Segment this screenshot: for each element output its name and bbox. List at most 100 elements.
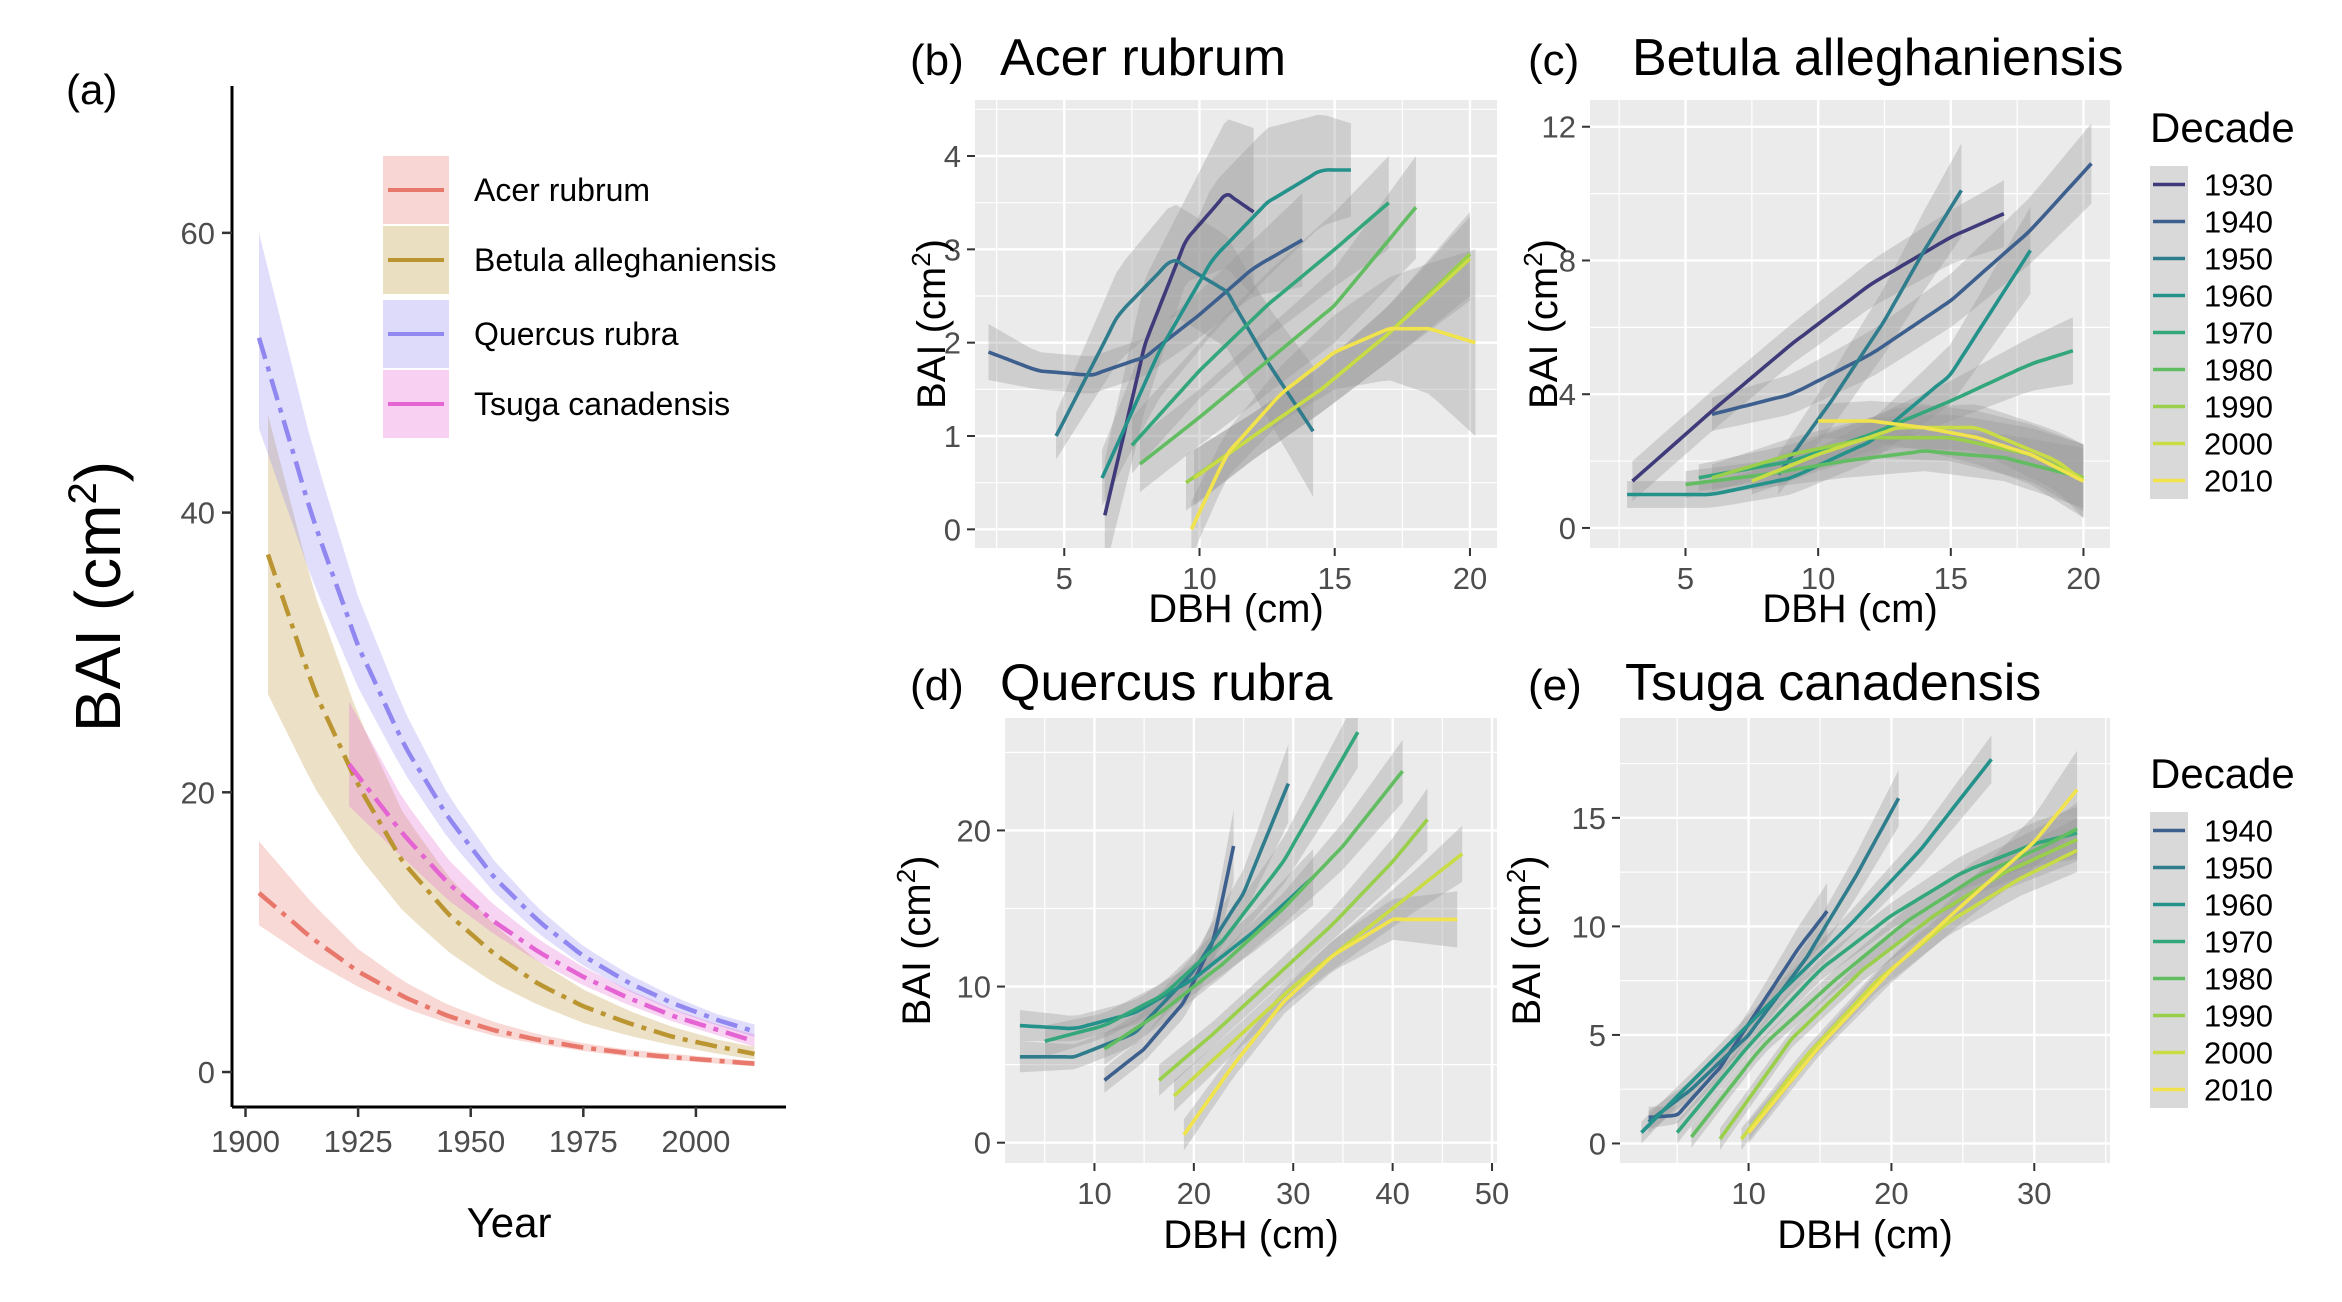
- confidence-band: [988, 193, 1303, 394]
- x-tick-label: 10: [1731, 1176, 1765, 1211]
- series-line-1980: [1103, 769, 1404, 1051]
- legend-label: 1940: [2204, 814, 2273, 849]
- y-axis-label: BAI (cm2): [1501, 855, 1549, 1025]
- y-axis-label-close: ): [895, 855, 939, 868]
- x-axis-label: DBH (cm): [1777, 1213, 1953, 1257]
- plot-area: [1019, 718, 1464, 1151]
- x-tick-label: 10: [1801, 561, 1835, 596]
- series-line-2010: [1818, 419, 2085, 483]
- x-tick-label: 2000: [661, 1124, 730, 1159]
- y-tick-label: 0: [1559, 511, 1576, 546]
- legend-label: 1980: [2204, 962, 2273, 997]
- confidence-band: [268, 414, 755, 1060]
- x-tick-label: 1925: [324, 1124, 393, 1159]
- series-line-1950: [1776, 189, 1963, 476]
- panel-e: (e) Tsuga canadensis 0 5 10 15 10 20 30 DBH (cm) B…: [1501, 654, 2295, 1257]
- confidence-band: [1748, 750, 2078, 1144]
- series-line-1980: [1138, 206, 1418, 466]
- legend-label: 1960: [2204, 279, 2273, 314]
- y-axis-label: BAI (cm2): [61, 461, 134, 732]
- series-line-1990: [1157, 818, 1429, 1082]
- series-line-1980: [1685, 449, 2084, 487]
- y-tick-label: 40: [181, 496, 215, 531]
- panel-b-tag: (b): [910, 36, 964, 85]
- legend-label: 1940: [2204, 205, 2273, 240]
- x-tick-label: 1900: [211, 1124, 280, 1159]
- series-line: [347, 762, 756, 1044]
- legend-label: Acer rubrum: [474, 172, 650, 208]
- confidence-band: [1712, 123, 2092, 432]
- confidence-band: [1019, 849, 1314, 1042]
- y-tick-label: 15: [1572, 801, 1606, 836]
- confidence-band: [1698, 317, 2073, 492]
- panel-e-tag: (e): [1528, 661, 1582, 710]
- y-axis-label-close: ): [1505, 855, 1549, 868]
- x-tick-label: 10: [1182, 561, 1216, 596]
- confidence-band: [259, 232, 755, 1038]
- confidence-band: [349, 701, 755, 1047]
- x-tick-label: 15: [1317, 561, 1351, 596]
- series-line-1940: [1648, 910, 1829, 1120]
- x-tick-label: 20: [1177, 1176, 1211, 1211]
- y-axis-label-close: ): [1522, 239, 1566, 252]
- panel-d: (d) Quercus rubra 0 10 20 10 20 30 40 50 DBH (cm) B…: [891, 654, 1509, 1257]
- series-line-1970: [1698, 348, 2074, 480]
- confidence-band: [1102, 114, 1351, 507]
- legend-label: 1950: [2204, 242, 2273, 277]
- x-tick-label: 20: [1874, 1176, 1908, 1211]
- plot-area: [987, 114, 1476, 548]
- legend-label: 1970: [2204, 925, 2273, 960]
- plot-area: [1627, 123, 2093, 518]
- series-line-1960: [1627, 249, 2032, 497]
- y-tick-label: 20: [957, 813, 991, 848]
- confidence-band: [259, 841, 755, 1067]
- y-axis-label-close: ): [62, 461, 134, 482]
- panel-d-title: Quercus rubra: [1000, 654, 1332, 712]
- confidence-band: [1641, 735, 1992, 1144]
- series-line-1930: [1631, 212, 2005, 483]
- y-tick-label: 4: [1559, 377, 1576, 412]
- y-axis-label: BAI (cm2): [1518, 239, 1566, 409]
- y-axis-label-sup: 2: [1518, 252, 1548, 266]
- panel-e-title: Tsuga canadensis: [1625, 654, 2041, 712]
- y-axis-label-text: BAI (cm: [895, 883, 939, 1025]
- legend-a: Acer rubrum Betula alleghaniensis Quercus …: [383, 156, 776, 438]
- series-line-2010: [1189, 326, 1476, 531]
- series-line-1970: [1675, 831, 2078, 1134]
- y-axis-label-sup: 2: [61, 482, 105, 504]
- panel-b-title: Acer rubrum: [1000, 29, 1286, 87]
- legend-label: 1980: [2204, 353, 2273, 388]
- legend-label: Quercus rubra: [474, 316, 679, 352]
- confidence-band: [1159, 788, 1428, 1096]
- y-tick-label: 12: [1542, 110, 1576, 145]
- confidence-band: [1720, 817, 2078, 1150]
- x-tick-label: 30: [2017, 1176, 2051, 1211]
- x-tick-label: 20: [1453, 561, 1487, 596]
- x-axis-label: DBH (cm): [1148, 587, 1324, 631]
- x-tick-label: 20: [2066, 561, 2100, 596]
- confidence-band: [1183, 891, 1458, 1151]
- y-axis-label: BAI (cm2): [906, 239, 954, 409]
- x-tick-label: 5: [1056, 561, 1073, 596]
- series-line-1940: [987, 238, 1304, 377]
- y-tick-label: 5: [1589, 1018, 1606, 1053]
- y-tick-label: 0: [974, 1126, 991, 1161]
- y-tick-label: 20: [181, 775, 215, 810]
- panel-c: (c) Betula alleghaniensis 0 4 8 12 5 10 15 20 DBH …: [1518, 29, 2295, 631]
- y-tick-label: 10: [1572, 909, 1606, 944]
- x-tick-label: 30: [1276, 1176, 1310, 1211]
- x-axis-label: DBH (cm): [1163, 1213, 1339, 1257]
- legend-label: Betula alleghaniensis: [474, 242, 776, 278]
- legend-title: Decade: [2150, 750, 2295, 797]
- confidence-band: [1778, 143, 1962, 495]
- series-line-1960: [1100, 168, 1351, 479]
- y-tick-label: 8: [1559, 243, 1576, 278]
- legend-key-background: [2150, 812, 2188, 1108]
- series-line: [257, 891, 755, 1066]
- legend-label: 2010: [2204, 1073, 2273, 1108]
- y-axis-label-text: BAI (cm: [62, 505, 134, 733]
- series-line-1940: [1711, 162, 2093, 417]
- x-tick-label: 1975: [549, 1124, 618, 1159]
- legend-title: Decade: [2150, 104, 2295, 151]
